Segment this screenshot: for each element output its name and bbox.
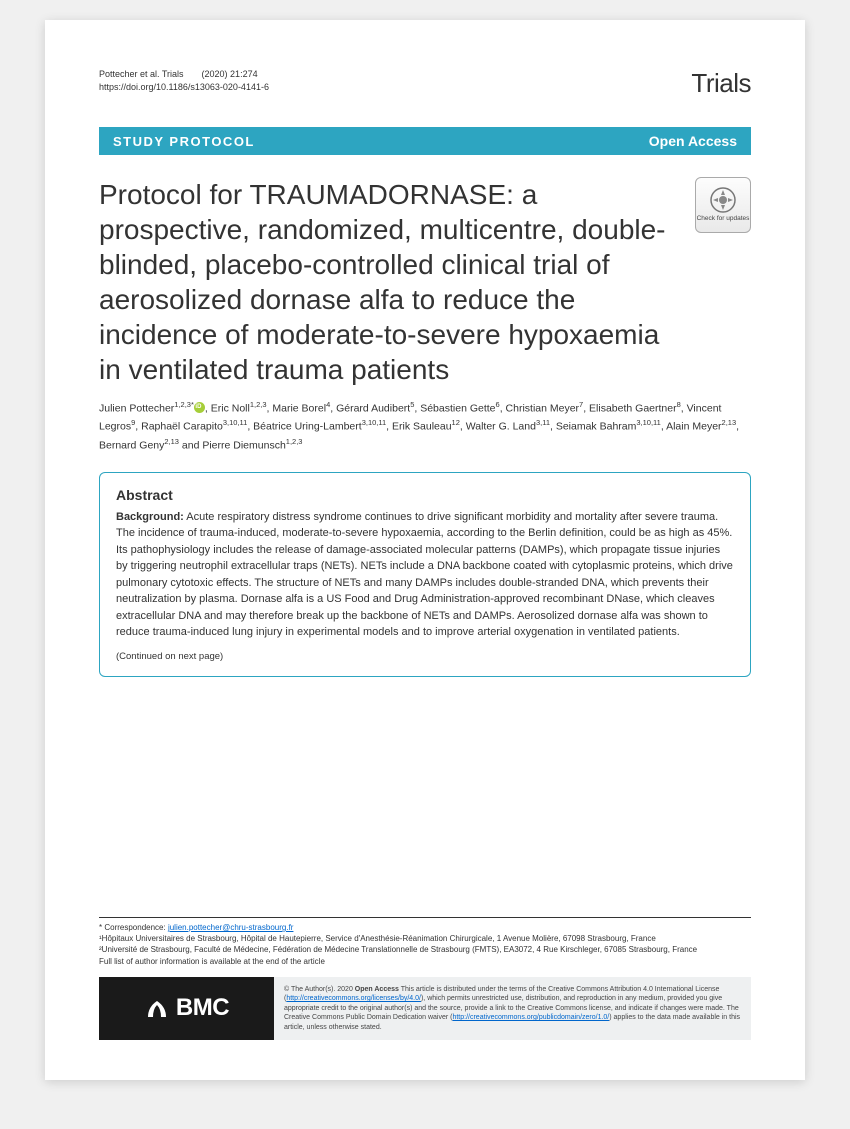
citation-block: Pottecher et al. Trials (2020) 21:274 ht…: [99, 68, 269, 93]
doi-link[interactable]: https://doi.org/10.1186/s13063-020-4141-…: [99, 81, 269, 94]
bmc-logo: BMC: [99, 977, 274, 1040]
background-text: Acute respiratory distress syndrome cont…: [116, 511, 733, 639]
correspondence-email[interactable]: julien.pottecher@chru-strasbourg.fr: [168, 923, 294, 932]
correspondence-label: * Correspondence:: [99, 923, 168, 932]
article-type-label: STUDY PROTOCOL: [113, 134, 255, 149]
continued-note: (Continued on next page): [116, 651, 734, 662]
background-label: Background:: [116, 511, 184, 523]
affiliation-2: ²Université de Strasbourg, Faculté de Mé…: [99, 944, 751, 955]
correspondence-block: * Correspondence: julien.pottecher@chru-…: [99, 917, 751, 967]
article-title: Protocol for TRAUMADORNASE: a prospectiv…: [99, 177, 683, 387]
abstract-box: Abstract Background: Acute respiratory d…: [99, 472, 751, 677]
article-type-banner: STUDY PROTOCOL Open Access: [99, 127, 751, 155]
article-page: Pottecher et al. Trials (2020) 21:274 ht…: [45, 20, 805, 1080]
license-text: © The Author(s). 2020 Open Access This a…: [274, 977, 751, 1040]
citation-line: Pottecher et al. Trials (2020) 21:274: [99, 68, 269, 81]
footer-block: * Correspondence: julien.pottecher@chru-…: [99, 917, 751, 1040]
page-header: Pottecher et al. Trials (2020) 21:274 ht…: [99, 68, 751, 99]
title-area: Protocol for TRAUMADORNASE: a prospectiv…: [99, 177, 751, 387]
bmc-icon: [144, 995, 170, 1021]
crossmark-label: Check for updates: [697, 215, 750, 222]
crossmark-badge[interactable]: Check for updates: [695, 177, 751, 233]
abstract-body: Background: Acute respiratory distress s…: [116, 509, 734, 641]
affiliation-1: ¹Hôpitaux Universitaires de Strasbourg, …: [99, 933, 751, 944]
crossmark-icon: [710, 187, 736, 213]
license-row: BMC © The Author(s). 2020 Open Access Th…: [99, 977, 751, 1040]
abstract-heading: Abstract: [116, 487, 734, 503]
author-list: Julien Pottecher1,2,3*, Eric Noll1,2,3, …: [99, 399, 751, 454]
bmc-text: BMC: [176, 994, 229, 1022]
author-info-note: Full list of author information is avail…: [99, 956, 751, 967]
open-access-label: Open Access: [649, 133, 737, 149]
journal-logo: Trials: [691, 68, 751, 99]
